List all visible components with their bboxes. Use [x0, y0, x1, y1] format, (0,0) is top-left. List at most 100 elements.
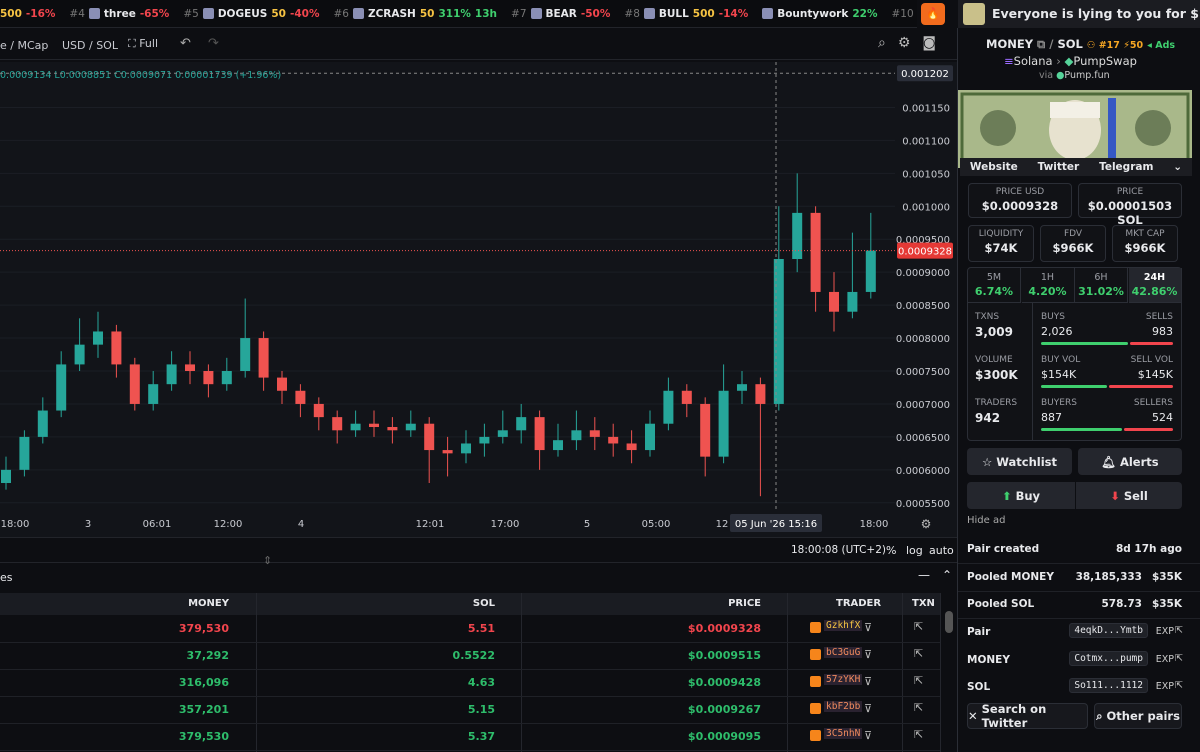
row-divider [0, 723, 940, 724]
crosshair-price-label: 0.001202 [901, 69, 949, 80]
stat-total: $300K [975, 368, 1018, 382]
column-divider [521, 593, 522, 752]
address[interactable]: 4eqkD...Ymtb [1069, 623, 1148, 638]
column-divider [787, 593, 788, 752]
change: -40% [289, 7, 320, 20]
row-divider [0, 669, 940, 670]
auto-toggle[interactable]: auto [929, 544, 954, 557]
ticker-item[interactable]: #7 BEAR -50% [511, 8, 610, 20]
x-tick-label: 18:00 [860, 519, 889, 530]
column-header[interactable]: SOL [472, 598, 495, 609]
txn-link[interactable]: ⇱ [914, 674, 924, 687]
address-label: SOL [967, 681, 991, 693]
undo[interactable]: ↶ [180, 36, 191, 51]
watchlist-button[interactable]: ☆ Watchlist [967, 448, 1072, 475]
column-header[interactable]: TRADER [836, 598, 882, 609]
ticker-item[interactable]: #6 ZCRASH 50 311% 13h [333, 8, 497, 20]
x-tick-label: 12:00 [214, 519, 243, 530]
chart-settings[interactable]: ⚙ [921, 517, 932, 531]
candle-body [497, 430, 508, 437]
boost: 500 [692, 7, 715, 20]
ticker-item[interactable]: #10SLAB1K% [891, 8, 917, 20]
txn-link[interactable]: ⇱ [914, 701, 924, 714]
crosshair-price-tag [897, 65, 953, 82]
ohlc-legend: 0.0009134 L0.0008851 C0.0009071 0.000017… [0, 70, 281, 81]
trader[interactable]: 57zYKH [824, 674, 863, 685]
panel-controls[interactable]: —⌃ [918, 568, 965, 582]
trades-tab[interactable]: es [0, 571, 13, 584]
stat-label: TRADERS [975, 398, 1018, 408]
candle-body [626, 443, 637, 451]
info-label: Pair created [967, 543, 1040, 555]
trader[interactable]: 3C5nhN [824, 728, 863, 739]
fullscreen-button[interactable]: ⛶ Full [128, 37, 159, 50]
candle-body [479, 436, 490, 444]
x-tick-label: 05:00 [642, 519, 671, 530]
hot-button[interactable]: 🔥 [921, 3, 945, 25]
currency-toggle[interactable]: USD / SOL [62, 39, 118, 52]
filter-icon: ⊽ [864, 675, 873, 688]
txn-link[interactable]: ⇱ [914, 620, 924, 633]
search-twitter[interactable]: ✕ Search on Twitter [967, 702, 1088, 730]
period-tab[interactable]: 24H 42.86% [1128, 268, 1182, 303]
txn-link[interactable]: ⇱ [914, 647, 924, 660]
period-tab[interactable]: 1H 4.20% [1021, 268, 1075, 303]
trader[interactable]: kbF2bb [824, 701, 863, 712]
candle-body [571, 430, 582, 441]
redo[interactable]: ↷ [208, 36, 219, 51]
ticker-item[interactable]: #5 DOGEUS 50 -40% [183, 8, 319, 20]
column-header[interactable]: MONEY [188, 598, 229, 609]
ticker-item[interactable]: #4 three -65% [69, 8, 169, 20]
txn-link[interactable]: ⇱ [914, 728, 924, 741]
price-value: $0.00001503 SOL [1087, 199, 1173, 227]
ticker-item[interactable]: #8 BULL 500 -14% [624, 8, 748, 20]
trader[interactable]: bC3GuG [824, 647, 863, 658]
alerts-button[interactable]: 🔔︎ Alerts [1078, 448, 1182, 475]
chart-tools[interactable]: ⌕⚙◙ [878, 35, 948, 51]
buy-button[interactable]: ⬆ Buy [967, 482, 1075, 509]
y-tick-label: 0.0006000 [896, 466, 950, 477]
change: -16% [25, 7, 56, 20]
percent-toggle[interactable]: % [886, 544, 897, 557]
ticker-item[interactable]: Bountywork 22% [762, 8, 877, 20]
y-tick-label: 0.001100 [902, 136, 950, 147]
sell-bar [1123, 428, 1173, 431]
explorer-link[interactable]: EXP [1155, 681, 1174, 692]
column-header[interactable]: PRICE [728, 598, 761, 609]
info-value: 8d 17h ago [1115, 543, 1182, 555]
icon [352, 8, 364, 19]
ticker-item[interactable]: 500 -16% [0, 8, 55, 20]
trader[interactable]: GzkhfX [824, 620, 863, 631]
resize-handle[interactable]: ⇕ [263, 554, 273, 567]
period-tab[interactable]: 6H 31.02% [1075, 268, 1128, 303]
mcap-toggle[interactable]: e / MCap [0, 39, 49, 52]
other-pairs[interactable]: ⌕ Other pairs [1094, 703, 1182, 729]
y-tick-label: 0.001050 [902, 169, 950, 180]
link-button[interactable]: Twitter [1037, 161, 1080, 173]
link-button[interactable]: Telegram [1099, 161, 1154, 173]
address[interactable]: Cotmx...pump [1069, 650, 1148, 666]
base: MONEY [986, 37, 1034, 51]
period-tab[interactable]: 5M 6.74% [968, 268, 1021, 303]
hide-ad[interactable]: Hide ad [967, 515, 1006, 526]
candle-body [258, 338, 269, 378]
candle-body [681, 390, 692, 404]
explorer-link[interactable]: EXP [1155, 626, 1174, 637]
stat-b-label: SELLERS [1133, 398, 1173, 408]
trader-icon [810, 676, 821, 687]
address[interactable]: So111...1112 [1069, 678, 1148, 693]
y-tick-label: 0.001150 [902, 103, 950, 114]
more[interactable]: ⌄ [1173, 161, 1183, 173]
trader-icon [810, 622, 821, 633]
link-button[interactable]: Website [969, 161, 1018, 173]
candle-body [424, 423, 435, 451]
metric-value: $966K [1052, 241, 1094, 255]
sell-button[interactable]: ⬇ Sell [1076, 482, 1182, 509]
log-toggle[interactable]: log [906, 544, 923, 557]
y-tick-label: 0.0006500 [896, 433, 950, 444]
cell: 5.15 [467, 703, 495, 716]
column-header[interactable]: TXN [912, 598, 935, 609]
trader-icon [810, 730, 821, 741]
explorer-link[interactable]: EXP [1155, 653, 1174, 665]
